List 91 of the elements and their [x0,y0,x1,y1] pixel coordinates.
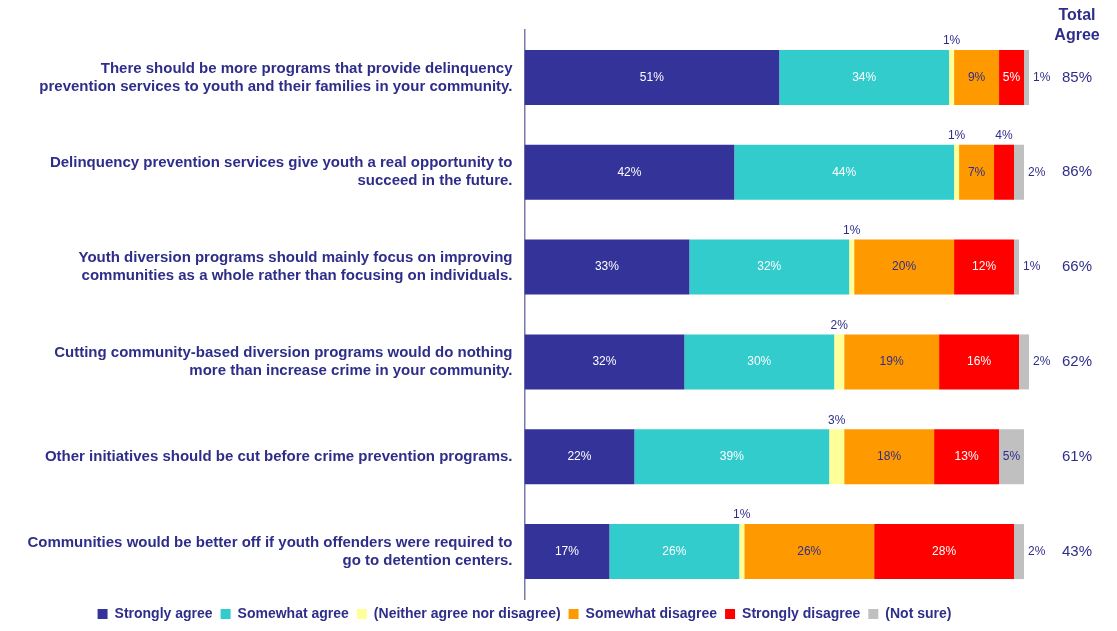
y-tick-label: There should be more programs that provide delinquency prevention services to youth and their families in your community. [39,58,514,94]
text: 66% [1061,257,1093,275]
data-label: 28% [932,543,957,558]
data-label: 34% [852,69,877,84]
text: 86% [1061,162,1093,180]
bar [844,334,940,390]
bar [834,334,845,390]
data-label: 9% [967,69,986,84]
data-label: 20% [892,259,917,274]
legend-label: Strongly disagree [742,604,861,621]
bar [609,524,740,580]
bar [739,524,745,580]
bar [854,239,955,295]
data-label: 32% [592,354,617,369]
bar [634,429,830,485]
data-label: 19% [879,354,904,369]
legend-label: (Not sure) [885,604,952,621]
legend-label: Somewhat disagree [585,604,718,621]
legend-label: Strongly agree [114,604,213,621]
bar [954,144,960,200]
text: 43% [1061,541,1093,559]
bar [949,49,955,105]
data-label: 26% [797,543,822,558]
legend-label: (Neither agree nor disagree) [373,604,561,621]
bar [684,334,835,390]
y-tick-label: Other initiatives should be cut before crime prevention programs. [44,446,513,464]
bar [524,524,610,580]
text: Total Agree [1054,6,1100,44]
data-label: 5% [1002,69,1021,84]
data-label: 1% [1033,69,1051,84]
y-tick-label: Delinquency prevention services give youth a real opportunity to succeed in the future. [49,153,513,189]
bar [524,239,690,295]
data-label: 1% [733,507,751,522]
y-tick-label: Youth diversion programs should mainly focus on improving communities as a whole rather than focusing on individuals. [78,248,513,284]
bar [939,334,1020,390]
text: 62% [1061,352,1093,370]
bar [994,144,1015,200]
bar [689,239,850,295]
data-label: 7% [967,164,986,179]
data-label: 18% [877,449,902,464]
data-label: 1% [947,128,966,143]
bar [959,144,995,200]
data-label: 12% [972,259,997,274]
data-label: 32% [757,259,782,274]
bar [849,239,855,295]
bar [874,524,1015,580]
data-label: 16% [967,354,992,369]
y-tick-label: Cutting community-based diversion programs would do nothing more than increase crime in your community. [54,343,513,379]
bar [1014,144,1025,200]
data-label: 44% [832,164,857,179]
bar [524,144,735,200]
bar [999,429,1025,485]
data-label: 2% [1033,354,1051,369]
text: 85% [1061,67,1093,85]
data-label: 1% [843,222,861,237]
data-label: 2% [1028,543,1046,558]
bar [524,334,685,390]
data-label: 30% [747,354,772,369]
bar [744,524,875,580]
data-label: 2% [830,317,849,332]
data-label: 26% [662,543,687,558]
bar [1019,334,1029,390]
bar [1014,524,1025,580]
bar [779,49,950,105]
data-label: 22% [567,449,592,464]
data-label: 4% [995,128,1014,143]
data-label: 39% [719,449,745,464]
bar [829,429,845,485]
bar [999,49,1025,105]
bar [934,429,1000,485]
bar [524,429,635,485]
data-label: 5% [1002,449,1021,464]
bar [1014,239,1020,295]
legend-label: Somewhat agree [237,604,350,621]
bar [954,239,1015,295]
y-tick-label: Communities would be better off if youth offenders were required to go to detention centers. [27,532,513,568]
bar [954,49,1000,105]
data-label: 1% [942,33,961,48]
data-label: 17% [554,543,580,558]
bar [844,429,935,485]
data-label: 3% [828,412,846,427]
data-label: 42% [617,164,642,179]
data-label: 2% [1028,164,1046,179]
data-label: 51% [639,69,665,84]
data-label: 33% [594,259,620,274]
data-label: 13% [954,449,979,464]
text: 61% [1061,446,1093,464]
bar [524,49,780,105]
bar [1024,49,1029,105]
bar [734,144,955,200]
data-label: 1% [1023,259,1041,274]
